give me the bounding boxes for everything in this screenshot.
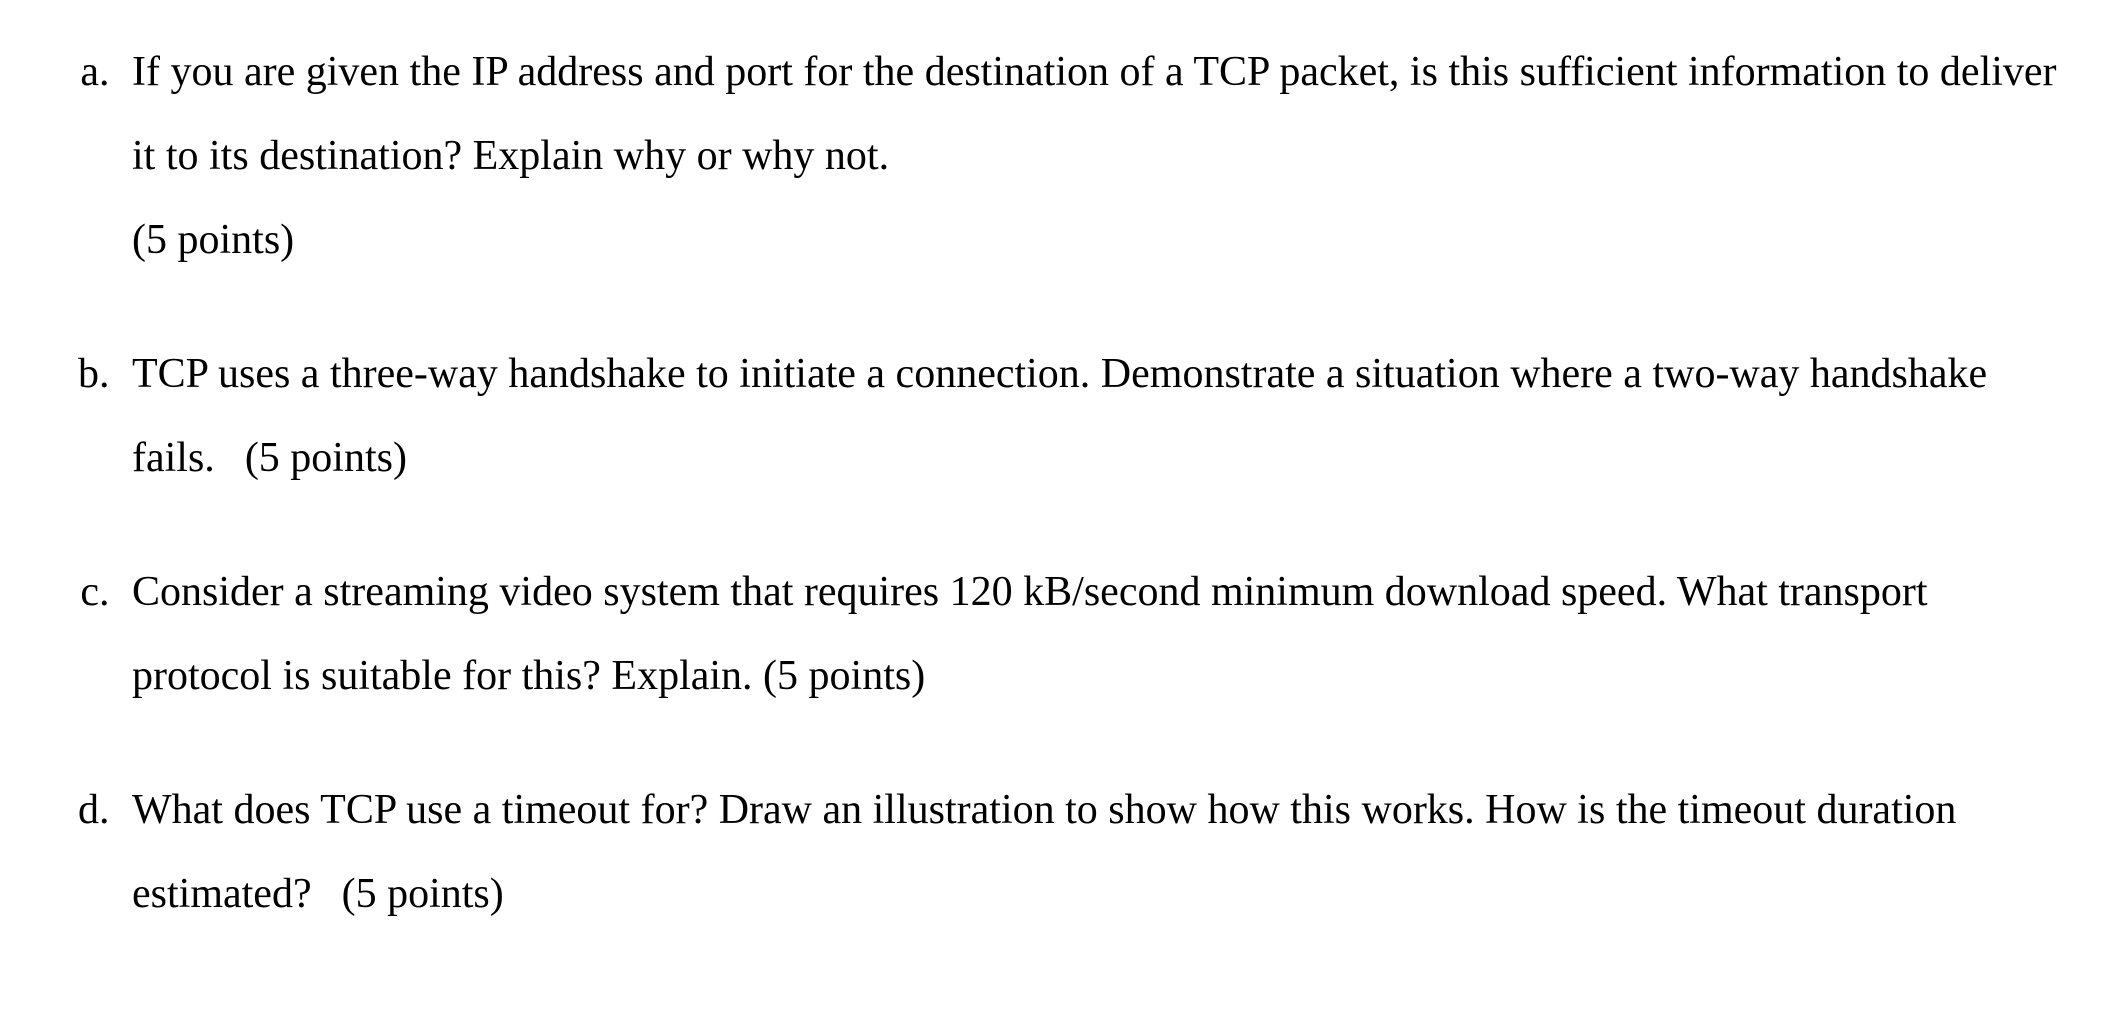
question-text: If you are given the IP address and port… <box>132 49 2057 179</box>
question-text: TCP uses a three-way handshake to initia… <box>132 351 1987 481</box>
question-list: If you are given the IP address and port… <box>30 30 2058 936</box>
question-item-c: Consider a streaming video system that r… <box>120 550 2058 718</box>
question-item-a: If you are given the IP address and port… <box>120 30 2058 282</box>
question-points: (5 points) <box>132 217 294 263</box>
question-points: (5 points) <box>245 435 407 481</box>
question-item-b: TCP uses a three-way handshake to initia… <box>120 332 2058 500</box>
question-item-d: What does TCP use a timeout for? Draw an… <box>120 768 2058 936</box>
question-points: (5 points) <box>763 653 925 699</box>
question-text: Consider a streaming video system that r… <box>132 569 1928 699</box>
question-points: (5 points) <box>342 871 504 917</box>
